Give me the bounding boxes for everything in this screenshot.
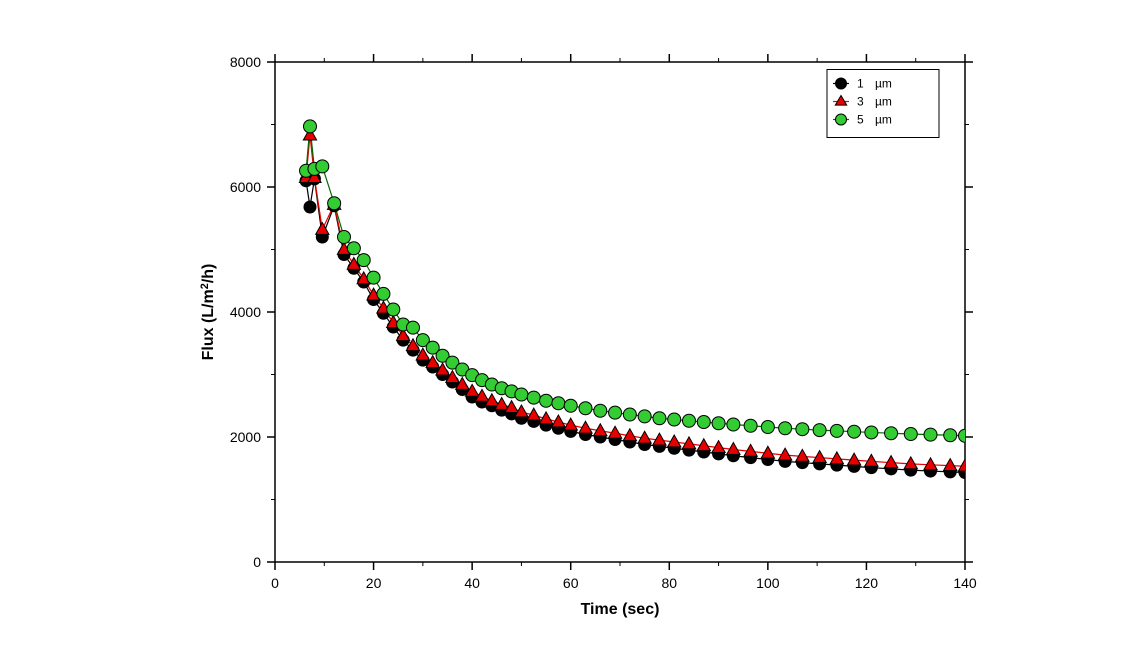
svg-text:20: 20: [366, 575, 382, 591]
svg-text:µm: µm: [875, 77, 892, 91]
svg-text:5: 5: [857, 113, 864, 127]
svg-text:60: 60: [563, 575, 579, 591]
svg-text:120: 120: [855, 575, 879, 591]
svg-text:100: 100: [756, 575, 780, 591]
svg-text:Flux (L/m2/h): Flux (L/m2/h): [199, 264, 217, 361]
svg-text:2000: 2000: [230, 429, 261, 445]
svg-text:40: 40: [464, 575, 480, 591]
svg-text:Time (sec): Time (sec): [581, 601, 660, 618]
flux-time-chart: 0 20 40 60 80 100 120 140 0 2000 4000 6000 8000 Time …: [0, 0, 1141, 672]
svg-text:4000: 4000: [230, 304, 261, 320]
chart-svg: 0 20 40 60 80 100 120 140 0 2000 4000 6000 8000 Time …: [0, 0, 1141, 672]
svg-text:8000: 8000: [230, 54, 261, 70]
svg-text:1: 1: [857, 77, 864, 91]
svg-text:3: 3: [857, 95, 864, 109]
svg-text:0: 0: [253, 554, 261, 570]
svg-text:µm: µm: [875, 113, 892, 127]
svg-text:80: 80: [661, 575, 677, 591]
svg-text:µm: µm: [875, 95, 892, 109]
svg-text:6000: 6000: [230, 179, 261, 195]
legend: 1 µm 3 µm 5 µm: [827, 70, 939, 138]
svg-text:0: 0: [271, 575, 279, 591]
svg-text:140: 140: [953, 575, 977, 591]
